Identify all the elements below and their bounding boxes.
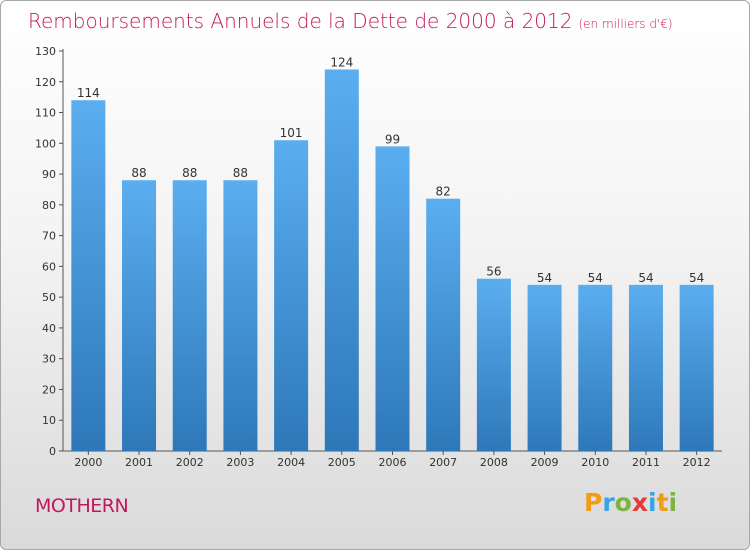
bar (679, 284, 714, 451)
logo-letter: t (656, 488, 669, 517)
bar (223, 180, 258, 451)
bar (578, 284, 613, 451)
logo-letter: P (584, 488, 603, 517)
bar (122, 180, 157, 451)
bar (628, 284, 663, 451)
y-tick-label: 90 (42, 168, 56, 181)
y-tick-label: 70 (42, 230, 56, 243)
commune-name: MOTHERN (35, 495, 129, 517)
bar-value-label: 88 (182, 166, 197, 180)
x-tick-label: 2010 (581, 456, 609, 469)
x-tick-label: 2007 (429, 456, 457, 469)
y-tick-label: 60 (42, 260, 56, 273)
logo-letter: x (631, 488, 648, 517)
bar (172, 180, 207, 451)
bar-value-label: 54 (638, 271, 653, 285)
bar (71, 100, 106, 451)
y-tick-label: 30 (42, 353, 56, 366)
bar-value-label: 88 (131, 166, 146, 180)
x-tick-label: 2001 (125, 456, 153, 469)
y-tick-label: 20 (42, 383, 56, 396)
x-tick-label: 2006 (379, 456, 407, 469)
x-tick-label: 2002 (176, 456, 204, 469)
logo-letter: r (602, 488, 615, 517)
x-tick-label: 2012 (683, 456, 711, 469)
x-tick-label: 2008 (480, 456, 508, 469)
y-tick-label: 130 (35, 45, 56, 58)
x-tick-label: 2000 (74, 456, 102, 469)
y-tick-label: 80 (42, 199, 56, 212)
logo-letter: o (614, 488, 632, 517)
logo-letter: i (648, 488, 657, 517)
bar-value-label: 54 (588, 271, 603, 285)
y-tick-label: 50 (42, 291, 56, 304)
bar-value-label: 54 (537, 271, 552, 285)
y-tick-label: 0 (49, 445, 56, 458)
bar-value-label: 114 (77, 86, 100, 100)
bar (274, 140, 309, 451)
y-tick-label: 120 (35, 76, 56, 89)
bar-value-label: 82 (436, 185, 451, 199)
x-tick-label: 2011 (632, 456, 660, 469)
y-tick-label: 110 (35, 107, 56, 120)
y-tick-label: 10 (42, 414, 56, 427)
bar-value-label: 54 (689, 271, 704, 285)
proxiti-logo: Proxiti (584, 488, 677, 517)
bar-value-label: 99 (385, 132, 400, 146)
y-tick-label: 40 (42, 322, 56, 335)
bar (527, 284, 562, 451)
bar (324, 69, 359, 451)
x-tick-label: 2004 (277, 456, 305, 469)
bar-value-label: 101 (280, 126, 303, 140)
bar (426, 198, 461, 451)
y-tick-label: 100 (35, 137, 56, 150)
chart-unit: (en milliers d'€) (578, 17, 673, 31)
bar-value-label: 124 (330, 55, 353, 69)
bar-value-label: 56 (486, 265, 501, 279)
bar (375, 146, 410, 451)
bar-value-label: 88 (233, 166, 248, 180)
bar (476, 278, 511, 451)
x-tick-label: 2009 (531, 456, 559, 469)
x-tick-label: 2005 (328, 456, 356, 469)
logo-letter: i (668, 488, 678, 517)
chart-title: Remboursements Annuels de la Dette de 20… (28, 9, 673, 33)
x-tick-label: 2003 (226, 456, 254, 469)
